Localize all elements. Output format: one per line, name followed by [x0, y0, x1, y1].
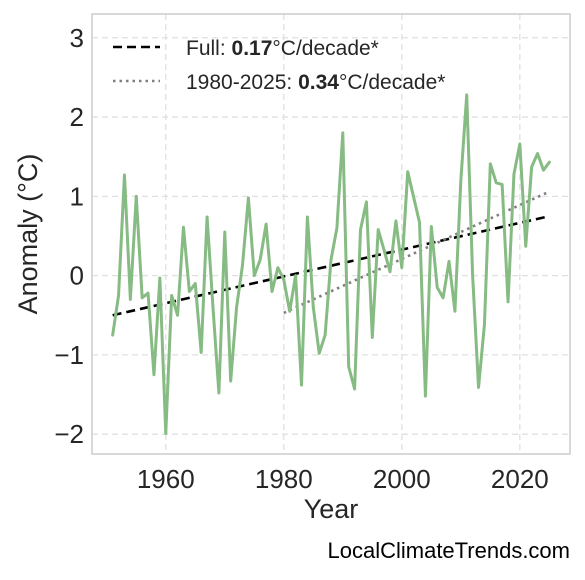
y-tick-label: 0 — [70, 261, 84, 291]
legend: Full: 0.17°C/decade* 1980-2025: 0.34°C/d… — [113, 37, 445, 94]
plot-background — [92, 14, 570, 454]
site-credit: LocalClimateTrends.com — [327, 538, 571, 563]
grid — [92, 14, 570, 454]
x-tick-label: 2000 — [373, 464, 431, 494]
anomaly-line — [111, 93, 551, 435]
x-axis-title: Year — [304, 494, 359, 524]
x-tick-label: 1960 — [137, 464, 195, 494]
x-tick-label: 2020 — [491, 464, 549, 494]
trend-lines — [112, 190, 550, 317]
legend-label-recent: 1980-2025: 0.34°C/decade* — [186, 71, 445, 94]
plot-frame — [91, 13, 571, 455]
legend-label-full: Full: 0.17°C/decade* — [186, 37, 379, 60]
y-axis-title: Anomaly (°C) — [13, 154, 43, 315]
y-tick-label: 2 — [70, 102, 84, 132]
trend-line-full — [112, 214, 550, 317]
y-tick-label: 1 — [70, 181, 84, 211]
y-tick-label: −2 — [54, 419, 84, 449]
tick-labels: 1960 1980 2000 2020 −2 −1 0 1 2 3 — [54, 23, 548, 494]
legend-recent-prefix: 1980-2025: — [186, 71, 298, 94]
y-tick-label: 3 — [70, 23, 84, 53]
legend-recent-unit: °C/decade* — [339, 71, 445, 94]
legend-full-rate: 0.17 — [232, 37, 273, 60]
data-series — [111, 93, 551, 435]
legend-recent-rate: 0.34 — [298, 71, 339, 94]
y-tick-label: −1 — [54, 340, 84, 370]
legend-full-prefix: Full: — [186, 37, 232, 60]
x-tick-label: 1980 — [255, 464, 313, 494]
legend-full-unit: °C/decade* — [272, 37, 378, 60]
